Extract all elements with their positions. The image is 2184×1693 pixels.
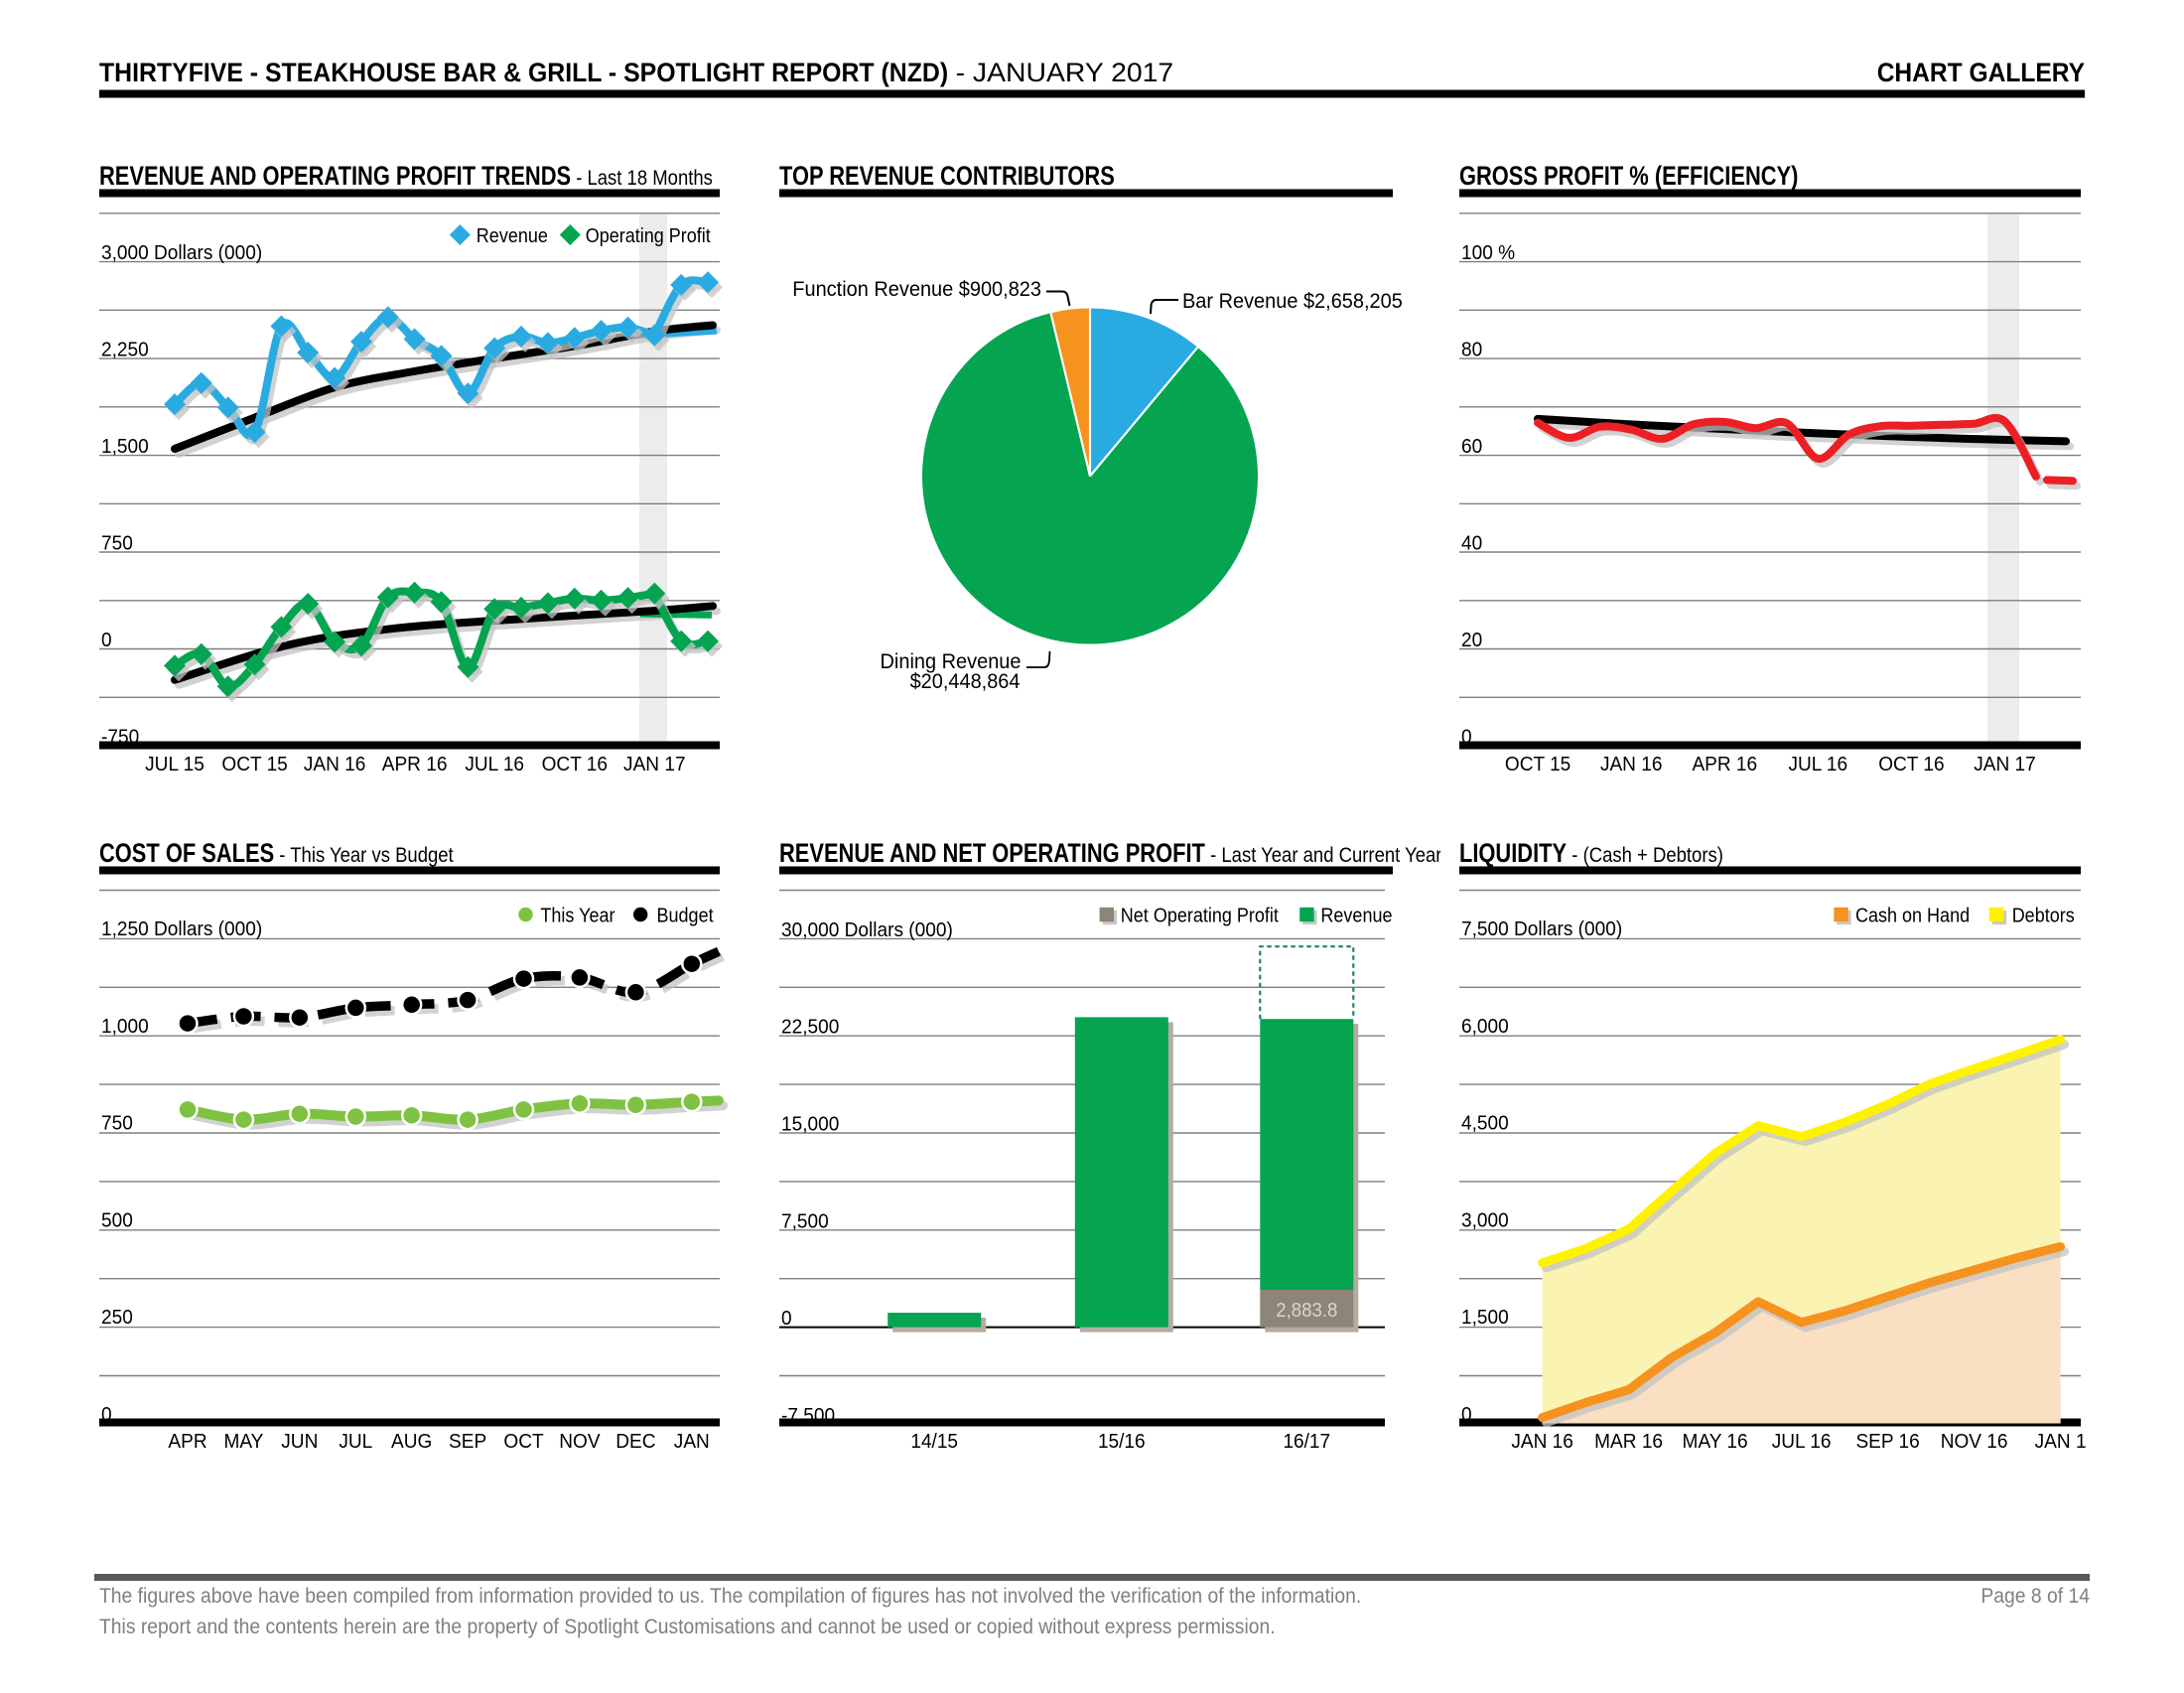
svg-text:Function Revenue $900,823: Function Revenue $900,823 xyxy=(792,278,1041,301)
svg-text:SEP 16: SEP 16 xyxy=(1855,1430,1919,1453)
svg-text:22,500: 22,500 xyxy=(781,1016,839,1039)
svg-text:-7,500: -7,500 xyxy=(781,1404,835,1427)
svg-text:REVENUE AND OPERATING PROFIT T: REVENUE AND OPERATING PROFIT TRENDS xyxy=(99,161,571,191)
svg-text:NOV: NOV xyxy=(559,1430,601,1453)
svg-text:14/15: 14/15 xyxy=(910,1430,958,1453)
svg-text:80: 80 xyxy=(1461,339,1482,361)
svg-text:0: 0 xyxy=(1461,726,1472,749)
svg-text:1,000: 1,000 xyxy=(101,1015,149,1038)
svg-text:JUL: JUL xyxy=(339,1430,372,1453)
svg-text:GROSS PROFIT % (EFFICIENCY): GROSS PROFIT % (EFFICIENCY) xyxy=(1459,161,1798,191)
svg-text:OCT 16: OCT 16 xyxy=(1878,753,1944,776)
svg-text:This Year: This Year xyxy=(540,906,614,927)
svg-text:AUG: AUG xyxy=(391,1430,432,1453)
svg-text:JUN: JUN xyxy=(281,1430,318,1453)
svg-text:MAY 16: MAY 16 xyxy=(1683,1430,1748,1453)
svg-text:-750: -750 xyxy=(101,726,139,749)
svg-text:APR: APR xyxy=(168,1430,206,1453)
svg-text:Dining Revenue: Dining Revenue xyxy=(881,650,1022,673)
svg-text:NOV 16: NOV 16 xyxy=(1941,1430,2008,1453)
svg-text:JAN 16: JAN 16 xyxy=(1600,753,1663,776)
svg-text:Budget: Budget xyxy=(657,906,714,927)
svg-text:The figures above have been co: The figures above have been compiled fro… xyxy=(99,1585,1361,1608)
svg-text:COST OF SALES: COST OF SALES xyxy=(99,838,274,868)
svg-text:2,250: 2,250 xyxy=(101,339,149,361)
svg-text:1,250 Dollars (000): 1,250 Dollars (000) xyxy=(101,917,262,940)
svg-text:0: 0 xyxy=(1461,1403,1472,1426)
svg-text:2,883.8: 2,883.8 xyxy=(1276,1300,1337,1322)
svg-text:APR 16: APR 16 xyxy=(1692,753,1757,776)
svg-text:JAN: JAN xyxy=(674,1430,710,1453)
svg-text:250: 250 xyxy=(101,1306,133,1329)
svg-text:16/17: 16/17 xyxy=(1283,1430,1330,1453)
svg-text:REVENUE AND NET OPERATING PROF: REVENUE AND NET OPERATING PROFIT xyxy=(779,838,1205,868)
svg-text:OCT 16: OCT 16 xyxy=(542,753,608,776)
svg-text:Debtors: Debtors xyxy=(2012,906,2075,927)
svg-text:Revenue: Revenue xyxy=(477,225,548,247)
svg-text:JUL 16: JUL 16 xyxy=(465,753,524,776)
svg-text:LIQUIDITY: LIQUIDITY xyxy=(1459,838,1567,868)
svg-text:3,000: 3,000 xyxy=(1461,1208,1509,1231)
svg-text:THIRTYFIVE - STEAKHOUSE BAR &: THIRTYFIVE - STEAKHOUSE BAR & GRILL - SP… xyxy=(99,58,948,87)
svg-text:750: 750 xyxy=(101,1112,133,1135)
svg-text:100 %: 100 % xyxy=(1461,241,1515,264)
svg-text:60: 60 xyxy=(1461,435,1482,458)
svg-text:7,500: 7,500 xyxy=(781,1209,829,1232)
svg-text:JAN 17: JAN 17 xyxy=(1974,753,2036,776)
svg-text:Operating Profit: Operating Profit xyxy=(586,225,711,247)
svg-text:1,500: 1,500 xyxy=(101,435,149,458)
svg-text:OCT 15: OCT 15 xyxy=(221,753,287,776)
svg-text:JUL 16: JUL 16 xyxy=(1788,753,1847,776)
svg-text:15/16: 15/16 xyxy=(1098,1430,1146,1453)
svg-text:0: 0 xyxy=(781,1307,792,1330)
svg-text:APR 16: APR 16 xyxy=(382,753,448,776)
svg-text:6,000: 6,000 xyxy=(1461,1015,1509,1038)
svg-text:DEC: DEC xyxy=(615,1430,655,1453)
svg-text:30,000 Dollars (000): 30,000 Dollars (000) xyxy=(781,918,953,941)
svg-text:0: 0 xyxy=(101,1403,112,1426)
svg-text:JAN 16: JAN 16 xyxy=(304,753,366,776)
svg-text:This report and the contents h: This report and the contents herein are … xyxy=(99,1616,1276,1638)
svg-text:Net Operating Profit: Net Operating Profit xyxy=(1121,906,1279,927)
svg-text:JAN 1: JAN 1 xyxy=(2035,1430,2087,1453)
svg-text:500: 500 xyxy=(101,1208,133,1231)
svg-text:SEP: SEP xyxy=(449,1430,486,1453)
svg-text:Bar Revenue $2,658,205: Bar Revenue $2,658,205 xyxy=(1182,290,1403,313)
svg-text:- This Year vs Budget: - This Year vs Budget xyxy=(279,843,453,867)
svg-text:- Last Year and Current Year t: - Last Year and Current Year to Date xyxy=(1210,843,1506,867)
svg-text:- JANUARY 2017: - JANUARY 2017 xyxy=(956,58,1174,87)
svg-text:JAN 16: JAN 16 xyxy=(1511,1430,1573,1453)
svg-text:20: 20 xyxy=(1461,629,1482,651)
svg-text:15,000: 15,000 xyxy=(781,1113,839,1136)
svg-text:$20,448,864: $20,448,864 xyxy=(910,670,1021,693)
svg-text:MAY: MAY xyxy=(223,1430,263,1453)
svg-text:TOP REVENUE CONTRIBUTORS: TOP REVENUE CONTRIBUTORS xyxy=(779,161,1115,191)
svg-text:JUL 16: JUL 16 xyxy=(1772,1430,1832,1453)
svg-text:- Last 18 Months: - Last 18 Months xyxy=(576,166,713,190)
svg-text:7,500 Dollars (000): 7,500 Dollars (000) xyxy=(1461,917,1622,940)
svg-text:CHART GALLERY: CHART GALLERY xyxy=(1877,58,2085,87)
svg-text:Cash on Hand: Cash on Hand xyxy=(1855,906,1970,927)
svg-text:OCT: OCT xyxy=(503,1430,544,1453)
svg-text:0: 0 xyxy=(101,629,112,651)
svg-text:OCT 15: OCT 15 xyxy=(1505,753,1570,776)
svg-text:4,500: 4,500 xyxy=(1461,1112,1509,1135)
svg-text:JUL 15: JUL 15 xyxy=(145,753,205,776)
svg-text:1,500: 1,500 xyxy=(1461,1306,1509,1329)
svg-text:3,000 Dollars (000): 3,000 Dollars (000) xyxy=(101,241,262,264)
svg-text:JAN 17: JAN 17 xyxy=(623,753,686,776)
svg-text:Revenue: Revenue xyxy=(1320,906,1392,927)
svg-text:40: 40 xyxy=(1461,532,1482,555)
svg-text:- (Cash + Debtors): - (Cash + Debtors) xyxy=(1571,843,1723,867)
svg-text:750: 750 xyxy=(101,532,133,555)
svg-text:Page 8 of 14: Page 8 of 14 xyxy=(1980,1585,2090,1608)
svg-text:MAR 16: MAR 16 xyxy=(1594,1430,1663,1453)
